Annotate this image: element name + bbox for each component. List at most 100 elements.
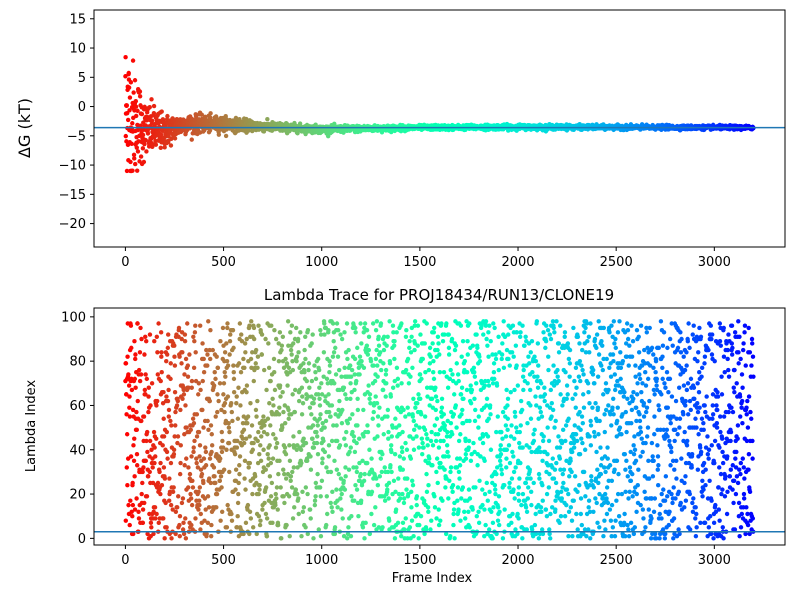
lambda-point [321, 438, 326, 444]
lambda-point [158, 378, 163, 384]
lambda-point [424, 471, 429, 477]
lambda-point [317, 416, 322, 421]
lambda-point [345, 356, 350, 362]
lambda-point [451, 507, 457, 512]
delta-g-point [128, 80, 134, 85]
lambda-point [435, 347, 440, 353]
lambda-point [244, 389, 249, 395]
lambda-point [419, 412, 424, 417]
lambda-point [253, 407, 259, 413]
delta-g-point [142, 141, 147, 147]
lambda-point [128, 498, 133, 503]
lambda-point [287, 443, 292, 448]
lambda-point [436, 445, 442, 450]
lambda-point [165, 456, 170, 461]
lambda-point [171, 447, 177, 452]
delta-g-point [128, 159, 133, 165]
lambda-point [185, 321, 190, 326]
lambda-point [192, 339, 197, 344]
lambda-point [406, 381, 412, 386]
lambda-point [354, 465, 359, 470]
lambda-point [407, 339, 412, 344]
lambda-point [169, 423, 174, 428]
lambda-point [454, 361, 459, 366]
lambda-point [258, 443, 263, 448]
lambda-point [177, 533, 182, 539]
lambda-point [342, 436, 347, 441]
delta-g-point [199, 112, 204, 117]
lambda-point [450, 489, 455, 495]
lambda-point [158, 330, 164, 335]
lambda-point [311, 396, 317, 402]
lambda-point [198, 323, 203, 328]
delta-g-point [172, 136, 178, 141]
lambda-point [387, 518, 392, 523]
lambda-point [411, 447, 417, 452]
lambda-point [438, 518, 443, 523]
lambda-point [191, 334, 196, 339]
lambda-point [164, 449, 170, 455]
lambda-point [444, 443, 450, 448]
lambda-point [205, 494, 211, 499]
delta-g-point [134, 168, 140, 173]
lambda-point [467, 525, 472, 530]
lambda-point [323, 418, 329, 424]
lambda-point [219, 485, 224, 490]
lambda-point [257, 522, 263, 528]
lambda-point [318, 494, 323, 499]
lambda-point [215, 365, 221, 370]
lambda-point [335, 505, 340, 510]
lambda-point [156, 321, 161, 326]
delta-g-point [265, 116, 270, 122]
lambda-point [430, 443, 436, 448]
lambda-point [349, 367, 355, 373]
lambda-point [196, 392, 201, 397]
lambda-point [458, 432, 463, 437]
lambda-point [375, 414, 381, 419]
lambda-point [168, 460, 174, 466]
lambda-point [376, 343, 382, 348]
lambda-point [342, 487, 348, 492]
lambda-point [303, 525, 308, 530]
lambda-point [363, 520, 368, 526]
lambda-point [183, 356, 189, 362]
lambda-point [207, 398, 213, 404]
lambda-point [422, 341, 427, 346]
lambda-point [267, 401, 272, 406]
lambda-point [409, 518, 415, 523]
lambda-point [364, 343, 370, 348]
lambda-point [395, 520, 401, 526]
lambda-point [189, 522, 194, 528]
lambda-point [219, 449, 225, 455]
lambda-point [326, 327, 331, 333]
lambda-point [182, 332, 188, 337]
lambda-point [165, 352, 170, 357]
lambda-point [311, 445, 317, 450]
lambda-point [465, 339, 470, 344]
lambda-point [434, 456, 440, 461]
lambda-point [181, 392, 187, 397]
delta-g-point [135, 108, 140, 114]
lambda-point [340, 407, 345, 413]
lambda-point [416, 536, 421, 541]
lambda-point [431, 376, 437, 382]
lambda-point [234, 445, 240, 450]
delta-g-point [208, 111, 213, 116]
lambda-trace-title: Lambda Trace for PROJ18434/RUN13/CLONE19 [264, 286, 614, 304]
lambda-point [223, 374, 228, 379]
lambda-point [436, 341, 441, 346]
lambda-point [269, 323, 274, 328]
lambda-point [435, 398, 440, 404]
lambda-point [306, 367, 311, 373]
lambda-point [381, 361, 386, 366]
lambda-point [166, 414, 171, 419]
lambda-point [268, 460, 274, 466]
lambda-point [292, 505, 297, 510]
lambda-point [295, 336, 301, 342]
lambda-point [175, 505, 180, 510]
lambda-point [455, 498, 460, 503]
lambda-point [219, 429, 224, 435]
lambda-point [378, 350, 383, 355]
lambda-point [415, 401, 420, 406]
lambda-point [409, 334, 414, 339]
